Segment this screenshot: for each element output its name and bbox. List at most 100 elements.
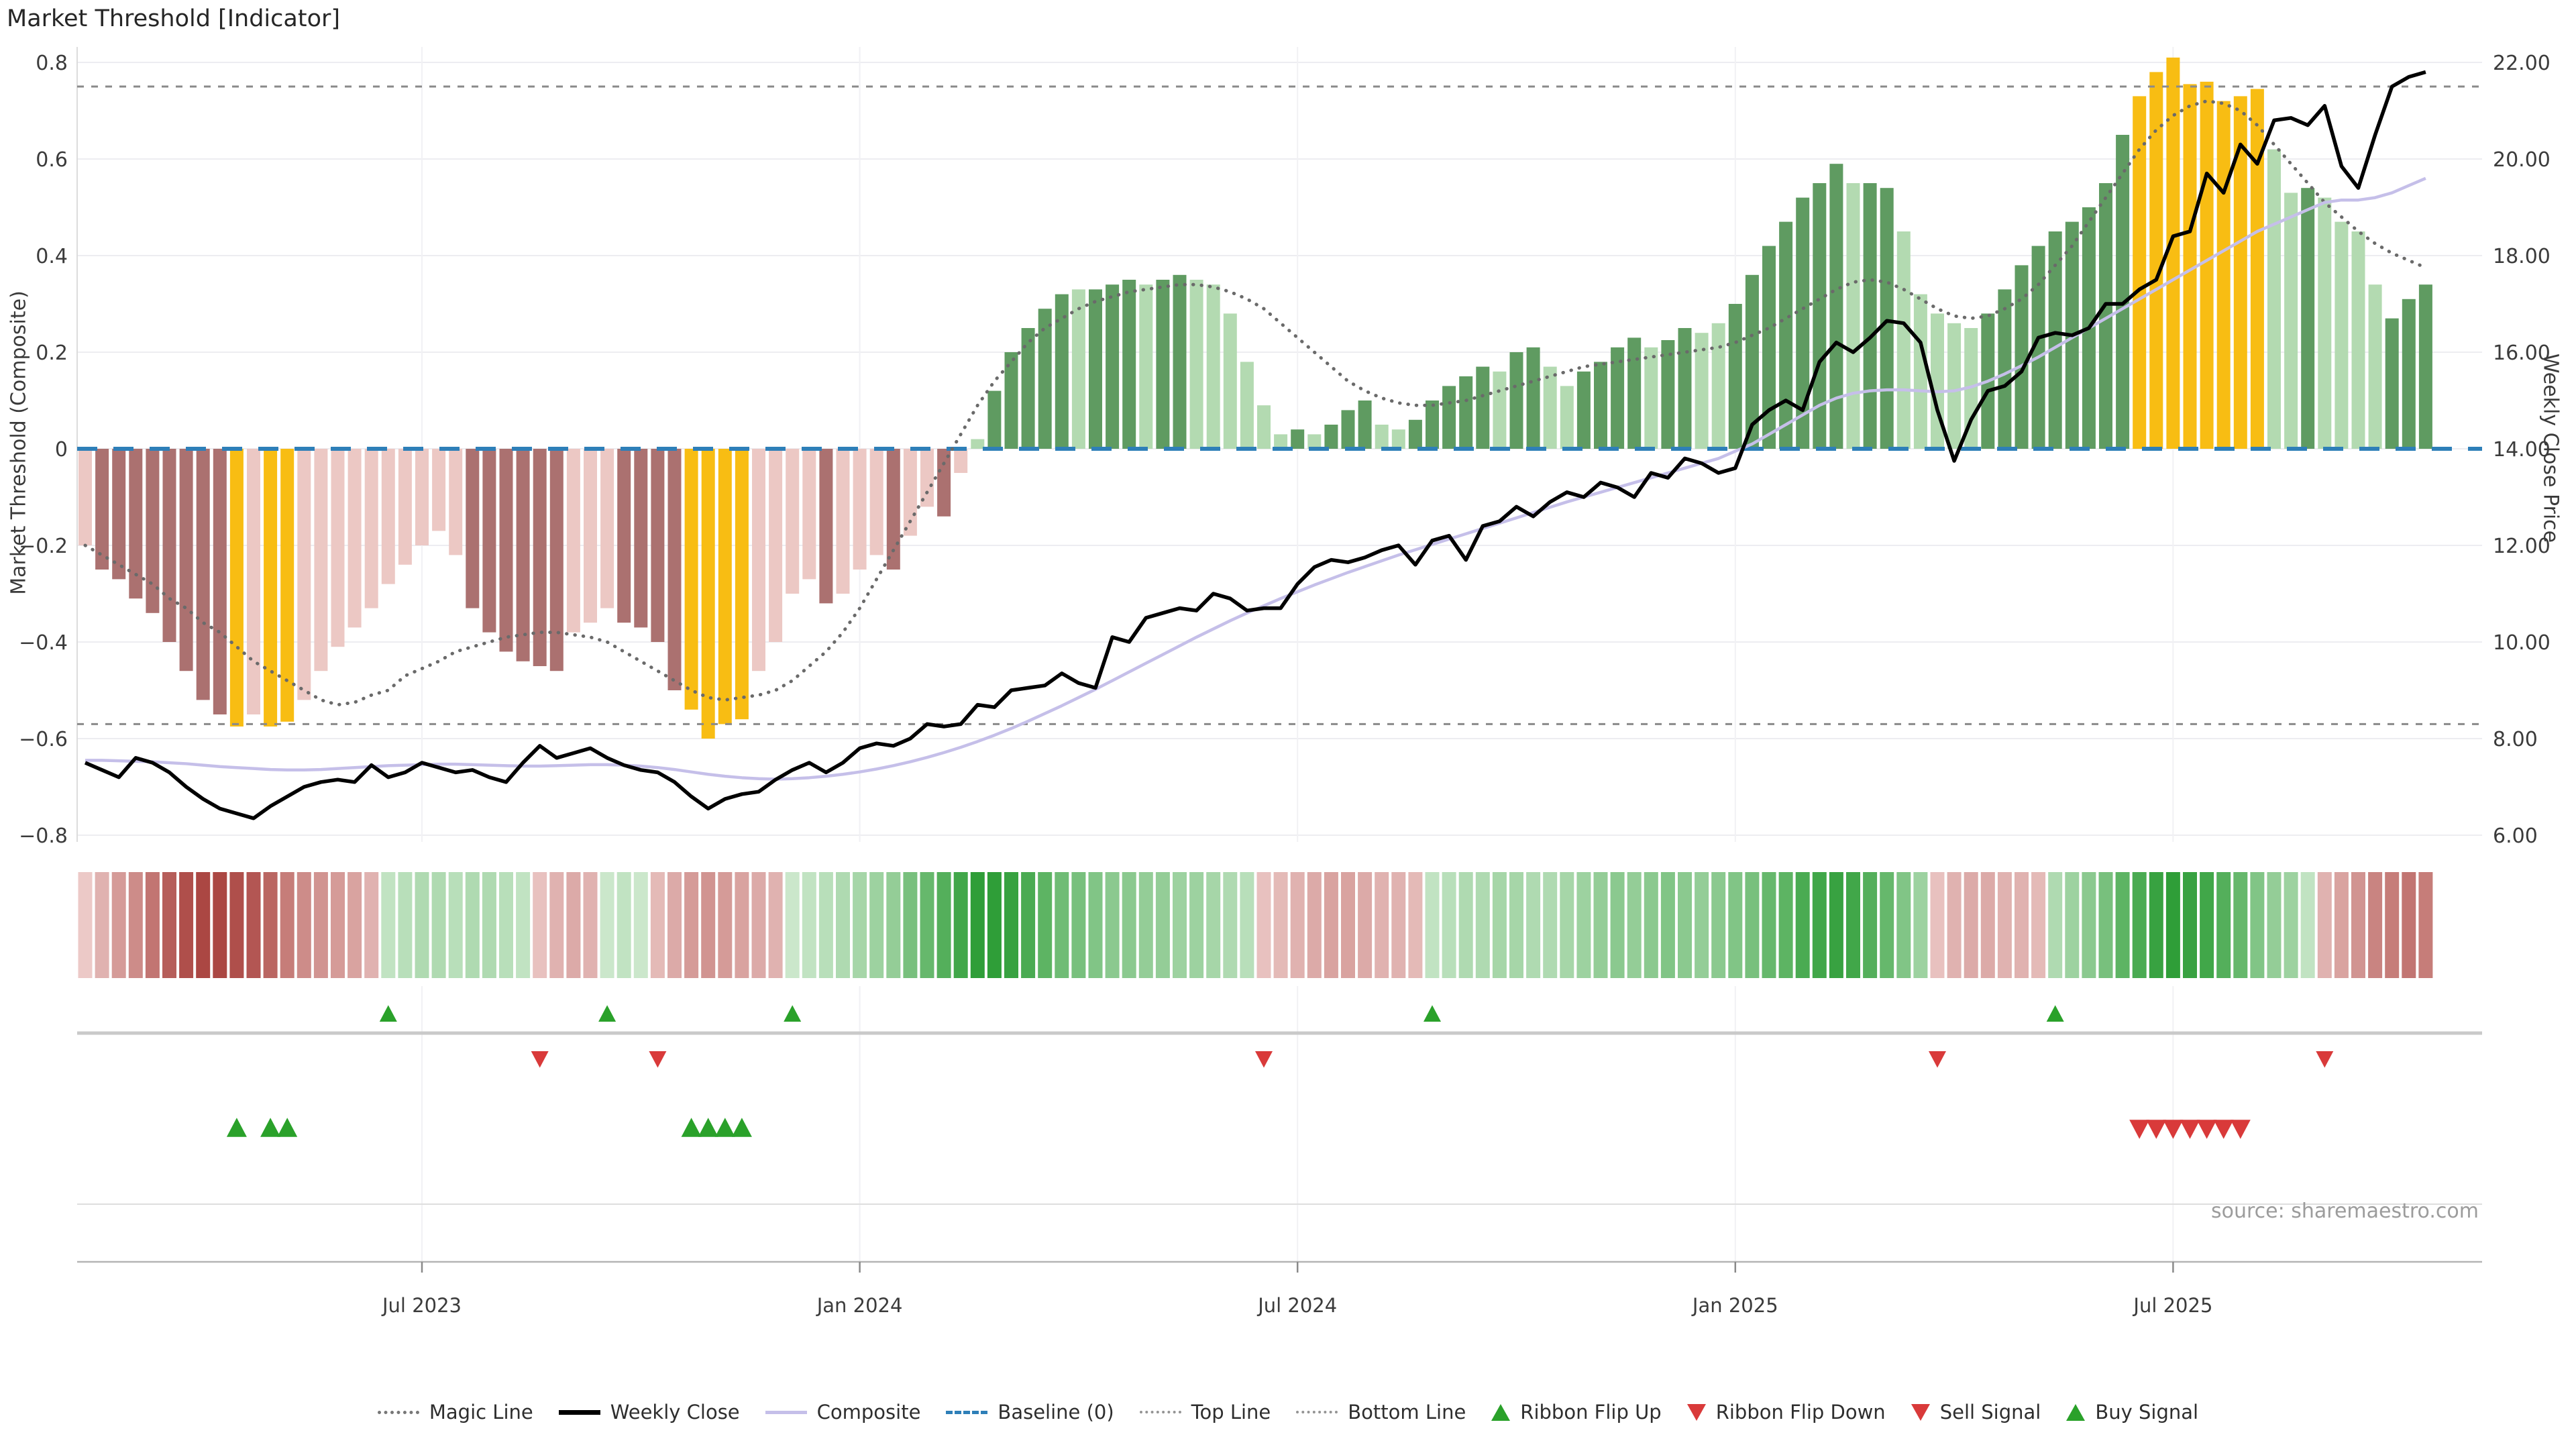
x-axis-ticks: Jul 2023 Jan 2024 Jul 2024 Jan 2025 Jul 2025: [381, 1262, 2212, 1317]
ribbon-cell: [2132, 872, 2147, 978]
ribbon-cell: [2267, 872, 2282, 978]
composite-bar: [1913, 294, 1927, 449]
ribbon-flip-up-marker: [2046, 1005, 2064, 1022]
ribbon-cell: [1341, 872, 1355, 978]
composite-bar: [1459, 376, 1473, 449]
composite-bar: [718, 449, 732, 724]
composite-bar: [1594, 362, 1607, 449]
ribbon-cell: [936, 872, 951, 978]
ribbon-cell: [2165, 872, 2180, 978]
composite-bar: [112, 449, 126, 580]
composite-bar: [667, 449, 682, 690]
composite-bar: [584, 449, 597, 623]
composite-bar: [2216, 101, 2231, 449]
composite-bar: [2284, 193, 2298, 449]
ribbon-cell: [1189, 872, 1204, 978]
composite-bar: [651, 449, 665, 642]
composite-bar: [836, 449, 850, 594]
legend-label: Baseline (0): [998, 1401, 1114, 1424]
ribbon-cell: [381, 872, 396, 978]
composite-bar: [331, 449, 345, 647]
ribbon-cell: [2149, 872, 2163, 978]
composite-bar: [2233, 96, 2247, 449]
composite-bar: [516, 449, 530, 661]
ribbon-cell: [751, 872, 766, 978]
ribbon-cell: [1644, 872, 1658, 978]
composite-bar: [1240, 362, 1254, 449]
composite-bar: [1813, 183, 1827, 449]
ribbon-cell: [1964, 872, 1978, 978]
composite-bar: [1274, 434, 1288, 449]
composite-bar: [533, 449, 547, 666]
ribbon-flip-up-marker: [1424, 1005, 1441, 1022]
composite-bar: [280, 449, 294, 722]
ribbon-cell: [1206, 872, 1221, 978]
ribbon-cell: [415, 872, 429, 978]
ribbon-cell: [2317, 872, 2332, 978]
ribbon-cell: [1038, 872, 1053, 978]
legend-line-swatch: [1139, 1411, 1181, 1413]
legend-item: Weekly Close: [558, 1401, 740, 1424]
ribbon-cell: [313, 872, 328, 978]
ribbon-cell: [1071, 872, 1086, 978]
x-tick-label: Jul 2025: [2132, 1294, 2212, 1317]
ribbon-cell: [2216, 872, 2231, 978]
right-tick-label: 10.00: [2493, 631, 2551, 655]
ribbon-flip-down-marker: [1929, 1051, 1946, 1068]
composite-bar: [1257, 405, 1271, 449]
composite-bar: [1291, 429, 1305, 449]
ribbon-cell: [2334, 872, 2349, 978]
legend-label: Top Line: [1191, 1401, 1271, 1424]
tri-up-green-icon: [2066, 1403, 2086, 1421]
composite-bar: [432, 449, 446, 531]
ribbon-cell: [2082, 872, 2096, 978]
ribbon-cell: [1728, 872, 1743, 978]
legend-label: Bottom Line: [1348, 1401, 1466, 1424]
ribbon-cell: [1980, 872, 1995, 978]
ribbon-cell: [2300, 872, 2315, 978]
ribbon-cell: [633, 872, 648, 978]
ribbon-cell: [987, 872, 1002, 978]
weekly-close-line: [84, 70, 2426, 820]
ribbon-cell: [1560, 872, 1574, 978]
ribbon-cell: [1863, 872, 1878, 978]
sell-signal-marker: [2163, 1120, 2184, 1139]
composite-bar: [1139, 284, 1153, 449]
composite-bar: [129, 449, 143, 599]
ribbon-cell: [1762, 872, 1776, 978]
ribbon-cell: [549, 872, 564, 978]
ribbon-cell: [1695, 872, 1709, 978]
ribbon-cell: [1138, 872, 1153, 978]
composite-bar: [1156, 280, 1170, 449]
ribbon-cell: [2015, 872, 2029, 978]
ribbon-cell: [1627, 872, 1642, 978]
composite-bar: [2267, 149, 2281, 449]
ribbon-cell: [1795, 872, 1810, 978]
composite-bar: [1947, 323, 1962, 449]
gridlines-vertical: [421, 47, 2174, 1262]
ribbon-cell: [1307, 872, 1322, 978]
composite-bar: [1004, 352, 1018, 449]
ribbon-cell: [1896, 872, 1911, 978]
composite-bar: [1189, 280, 1203, 449]
legend-label: Buy Signal: [2095, 1401, 2199, 1424]
ribbon-cell: [1458, 872, 1473, 978]
composite-bar: [1391, 429, 1405, 449]
composite-bar: [466, 449, 480, 608]
composite-bar: [229, 449, 244, 727]
buy-signal-marker: [681, 1118, 702, 1137]
right-tick-label: 6.00: [2493, 824, 2538, 848]
composite-bar: [987, 390, 1002, 449]
ribbon-cell: [448, 872, 463, 978]
composite-bar: [381, 449, 395, 584]
x-tick-label: Jul 2024: [1256, 1294, 1337, 1317]
composite-bar: [415, 449, 429, 545]
composite-bar: [1055, 294, 1069, 449]
composite-bar: [398, 449, 412, 565]
ribbon-cell: [718, 872, 733, 978]
legend-item: Top Line: [1139, 1401, 1271, 1424]
sell-signal-marker: [2129, 1120, 2150, 1139]
composite-bar: [1223, 313, 1237, 449]
legend-label: Weekly Close: [610, 1401, 740, 1424]
signal-markers: [226, 1005, 2334, 1139]
